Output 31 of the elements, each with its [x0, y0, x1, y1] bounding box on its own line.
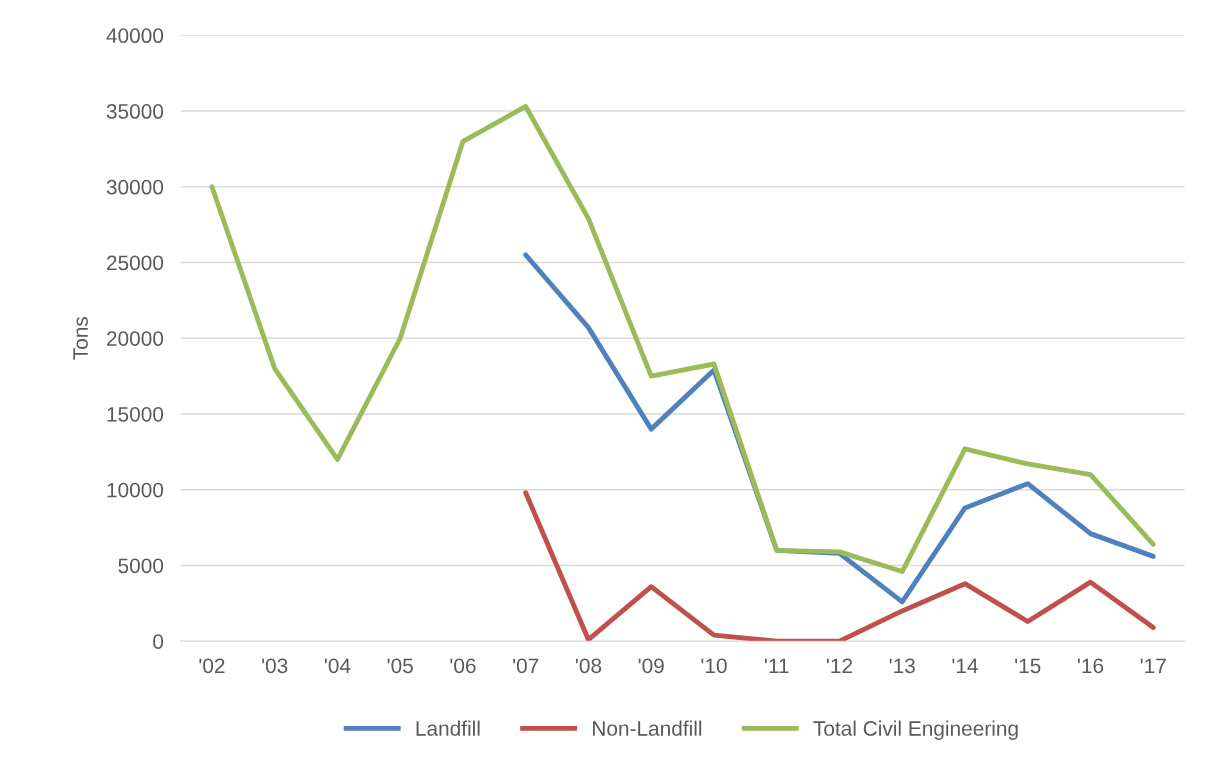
y-tick-label: 30000 [106, 179, 164, 195]
legend-label: Total Civil Engineering [813, 720, 1018, 740]
x-tick-label: '07 [513, 658, 539, 674]
x-tick-label: '04 [324, 658, 351, 674]
y-tick-label: 15000 [107, 406, 164, 422]
y-tick-label: 10000 [107, 482, 164, 498]
x-tick-label: '11 [764, 658, 789, 673]
y-axis-title: Tons [73, 317, 88, 360]
x-tick-label: '13 [889, 658, 915, 674]
y-tick-label: 5000 [118, 558, 164, 574]
legend-label: Non-Landfill [593, 720, 702, 736]
y-tick-label: 20000 [107, 331, 164, 346]
x-tick-label: '15 [1015, 658, 1041, 674]
x-tick-label: '08 [575, 658, 602, 674]
line-series [523, 490, 1156, 642]
x-tick-label: '17 [1140, 658, 1166, 673]
line-series [209, 104, 1156, 574]
y-tick-label: 25000 [107, 255, 164, 271]
x-tick-label: '16 [1077, 658, 1104, 674]
x-tick-label: '05 [387, 658, 413, 674]
legend-label: Landfill [416, 720, 480, 736]
x-tick-label: '12 [826, 658, 852, 673]
x-tick-label: '14 [952, 658, 978, 673]
y-tick-label: 40000 [106, 28, 164, 44]
x-tick-label: '06 [450, 658, 476, 674]
x-tick-label: '02 [199, 658, 225, 674]
x-tick-label: '03 [262, 658, 288, 674]
x-tick-label: '10 [701, 658, 727, 674]
y-tick-label: 0 [153, 634, 164, 649]
y-tick-label: 35000 [106, 104, 164, 119]
x-tick-label: '09 [638, 658, 664, 674]
